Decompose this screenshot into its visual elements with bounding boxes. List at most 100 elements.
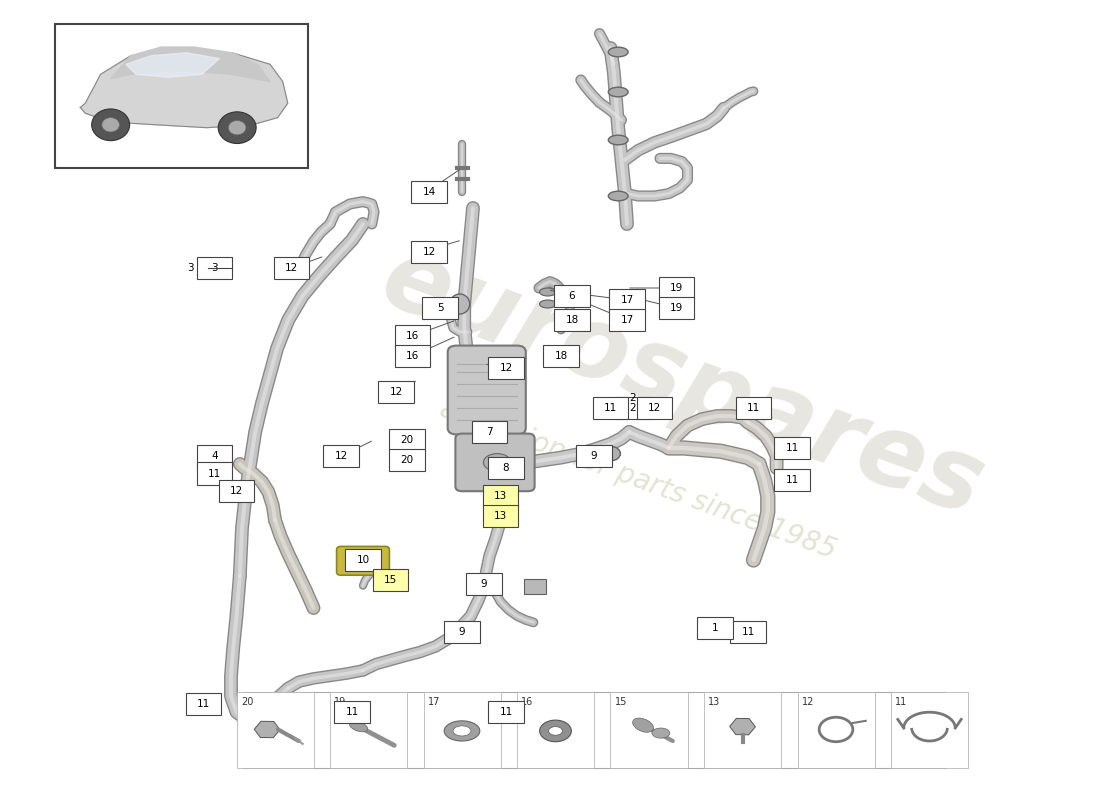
Text: 11: 11	[785, 475, 799, 485]
Text: 2: 2	[629, 403, 636, 413]
Text: 4: 4	[211, 451, 218, 461]
Text: 11: 11	[197, 699, 210, 709]
Bar	[242, 692, 946, 768]
Bar	[524, 579, 546, 594]
Text: 10: 10	[356, 555, 370, 565]
Bar	[274, 257, 309, 279]
Text: 20: 20	[241, 697, 253, 707]
Text: 6: 6	[569, 291, 575, 301]
Text: 12: 12	[285, 263, 298, 273]
Text: 11: 11	[499, 707, 513, 717]
Text: 11: 11	[747, 403, 760, 413]
Text: 11: 11	[345, 707, 359, 717]
Text: 14: 14	[422, 187, 436, 197]
Ellipse shape	[540, 720, 571, 742]
Bar	[395, 325, 430, 347]
Text: 5: 5	[437, 303, 443, 313]
Bar	[411, 181, 447, 203]
Bar	[472, 421, 507, 443]
Text: 15: 15	[615, 697, 627, 707]
Bar	[411, 241, 447, 263]
Bar	[488, 701, 524, 723]
Bar	[730, 621, 766, 643]
Bar	[774, 469, 810, 491]
Text: 18: 18	[554, 351, 568, 361]
Bar	[186, 693, 221, 715]
Ellipse shape	[484, 454, 510, 471]
Text: 11: 11	[604, 403, 617, 413]
Polygon shape	[80, 50, 288, 128]
Text: 9: 9	[459, 627, 465, 637]
Text: 11: 11	[208, 469, 221, 478]
Ellipse shape	[453, 726, 471, 736]
FancyBboxPatch shape	[455, 434, 535, 491]
Text: 3: 3	[187, 263, 194, 273]
Bar	[424, 692, 500, 768]
Bar	[697, 617, 733, 639]
Text: 1: 1	[712, 623, 718, 633]
Bar	[554, 309, 590, 331]
Bar	[330, 692, 407, 768]
Text: 9: 9	[591, 451, 597, 461]
FancyBboxPatch shape	[337, 546, 389, 575]
Bar	[593, 397, 628, 419]
Ellipse shape	[102, 118, 120, 132]
Bar	[444, 621, 480, 643]
Text: 11: 11	[895, 697, 908, 707]
Bar	[197, 462, 232, 485]
Bar	[389, 449, 425, 471]
Bar	[488, 457, 524, 479]
Text: 7: 7	[486, 427, 493, 437]
Text: 19: 19	[334, 697, 346, 707]
Ellipse shape	[350, 722, 367, 732]
Ellipse shape	[539, 300, 556, 308]
Ellipse shape	[827, 723, 845, 736]
Text: 18: 18	[565, 315, 579, 325]
Ellipse shape	[601, 446, 620, 461]
Bar	[517, 692, 594, 768]
Text: 12: 12	[230, 486, 243, 496]
Text: 13: 13	[494, 491, 507, 501]
Bar	[373, 569, 408, 591]
Bar	[345, 549, 381, 571]
Bar	[659, 277, 694, 299]
Text: 12: 12	[648, 403, 661, 413]
Text: 19: 19	[670, 303, 683, 313]
Text: 16: 16	[406, 351, 419, 361]
Bar	[334, 701, 370, 723]
Text: 19: 19	[670, 283, 683, 293]
Text: a passion for parts since 1985: a passion for parts since 1985	[436, 395, 840, 565]
Ellipse shape	[608, 87, 628, 97]
Text: 16: 16	[521, 697, 534, 707]
Bar	[637, 397, 672, 419]
Bar	[609, 289, 645, 311]
Bar	[615, 397, 650, 419]
Ellipse shape	[608, 47, 628, 57]
Ellipse shape	[608, 135, 628, 145]
Text: 20: 20	[400, 435, 414, 445]
Text: 2: 2	[629, 393, 636, 402]
Bar	[609, 309, 645, 331]
Text: 20: 20	[400, 455, 414, 465]
Bar	[576, 445, 612, 467]
Text: 17: 17	[428, 697, 440, 707]
Polygon shape	[111, 47, 271, 82]
Bar	[774, 437, 810, 459]
Bar	[378, 381, 414, 403]
Ellipse shape	[450, 294, 470, 314]
Bar	[659, 297, 694, 319]
Bar	[736, 397, 771, 419]
Text: 13: 13	[494, 511, 507, 521]
Text: 17: 17	[620, 295, 634, 305]
Bar	[422, 297, 458, 319]
Bar	[197, 257, 232, 279]
Bar	[323, 445, 359, 467]
Bar	[236, 692, 314, 768]
Bar	[197, 445, 232, 467]
Text: 13: 13	[708, 697, 720, 707]
Ellipse shape	[608, 191, 628, 201]
Bar	[219, 480, 254, 502]
Bar	[798, 692, 875, 768]
Text: 15: 15	[384, 575, 397, 585]
Text: 16: 16	[406, 331, 419, 341]
